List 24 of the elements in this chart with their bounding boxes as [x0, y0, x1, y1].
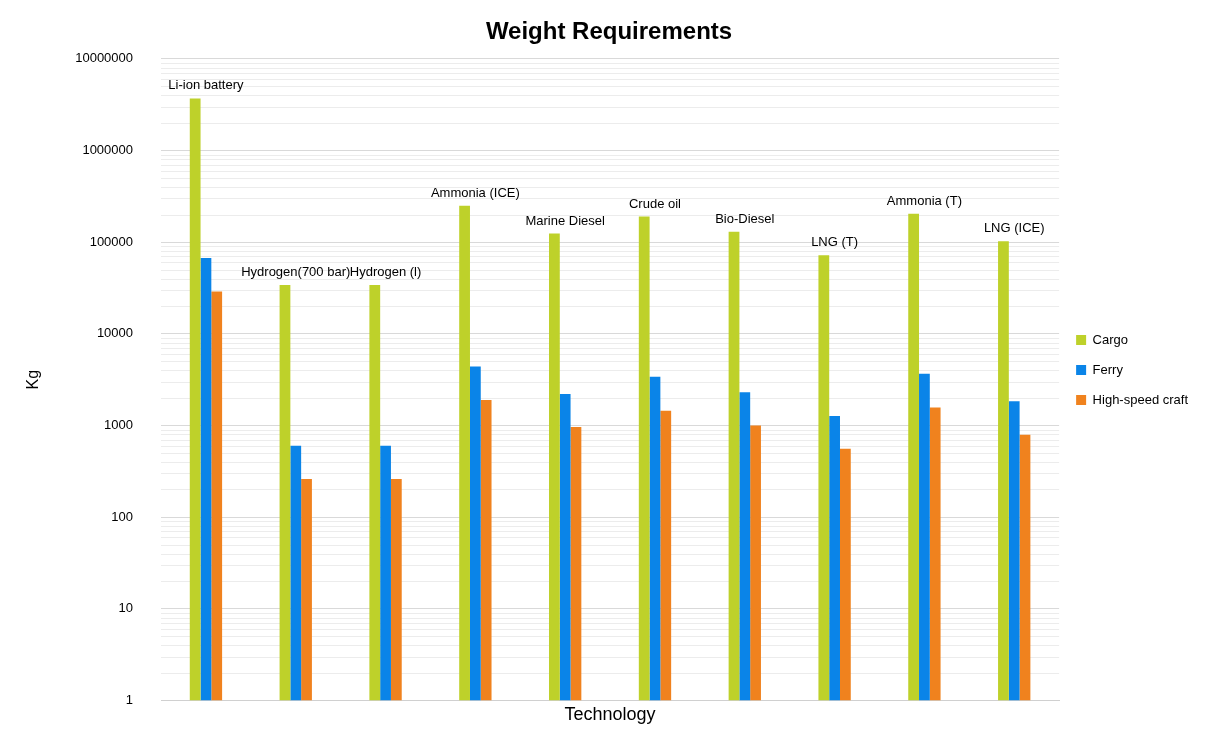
x-tick-label: Marine Diesel	[525, 212, 606, 228]
x-tick-label: Ammonia (ICE)	[430, 184, 520, 200]
y-axis-title: Kg	[24, 369, 42, 390]
x-tick-label: LNG (ICE)	[983, 220, 1045, 236]
x-tick-label: Hydrogen(700 bar)	[241, 264, 351, 280]
y-tick-label: 1	[125, 691, 134, 707]
y-tick-label: 1000000	[82, 142, 134, 158]
y-tick-label: 10000	[96, 325, 134, 341]
x-tick-label: Hydrogen (l)	[349, 264, 422, 280]
y-tick-label: 10	[118, 600, 134, 616]
x-tick-label: Ammonia (T)	[886, 192, 962, 208]
chart-title: Weight Requirements	[485, 17, 733, 45]
y-tick-label: 100	[111, 508, 134, 524]
legend-label: Cargo	[1092, 331, 1129, 347]
x-tick-label: Bio-Diesel	[715, 210, 775, 226]
x-tick-label: LNG (T)	[811, 234, 859, 250]
x-tick-label: Crude oil	[628, 195, 682, 211]
x-tick-label: Li-ion battery	[168, 77, 245, 93]
y-tick-label: 1000	[104, 417, 134, 433]
y-tick-label: 100000	[89, 233, 134, 249]
legend-label: High-speed craft	[1092, 391, 1189, 407]
y-tick-label: 10000000	[75, 50, 134, 66]
x-axis-title: Technology	[564, 704, 656, 725]
legend-label: Ferry	[1092, 361, 1124, 377]
